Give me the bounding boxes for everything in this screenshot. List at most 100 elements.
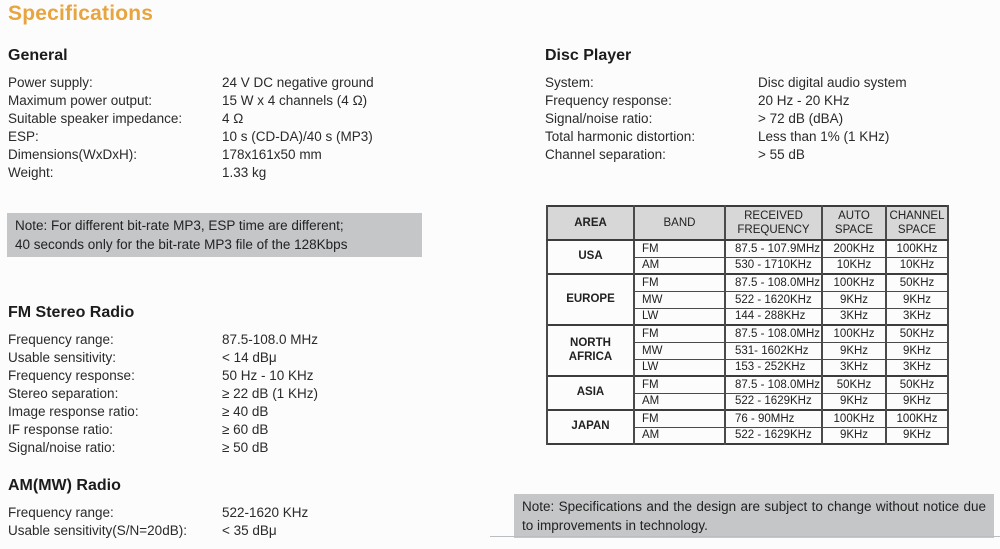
auto-space-cell: 10KHz — [821, 256, 887, 275]
spec-label: Usable sensitivity(S/N=20dB): — [8, 523, 187, 538]
spec-value: 24 V DC negative ground — [222, 75, 374, 90]
auto-space-cell: 9KHz — [821, 392, 887, 411]
auto-space-cell: 200KHz — [821, 239, 887, 258]
column-header-auto-space: AUTO SPACE — [821, 205, 887, 241]
area-cell: JAPAN — [546, 409, 635, 445]
spec-value: < 14 dBμ — [222, 350, 277, 365]
spec-label: Weight: — [8, 165, 54, 180]
spec-label: Image response ratio: — [8, 404, 139, 419]
section-disc-player: Disc Player System: Disc digital audio s… — [545, 46, 995, 164]
channel-space-cell: 50KHz — [885, 273, 949, 292]
section-heading-fm: FM Stereo Radio — [8, 304, 135, 321]
frequency-cell: 522 - 1620KHz — [724, 290, 823, 309]
spec-label: Signal/noise ratio: — [8, 440, 116, 455]
spec-row: Total harmonic distortion: Less than 1% … — [545, 128, 995, 146]
spec-label: Suitable speaker impedance: — [8, 111, 183, 126]
spec-label: Dimensions(WxDxH): — [8, 147, 138, 162]
spec-value: ≥ 22 dB (1 KHz) — [222, 386, 318, 401]
auto-space-cell: 9KHz — [821, 341, 887, 360]
spec-row: Frequency range: 522-1620 KHz — [8, 504, 478, 522]
frequency-cell: 530 - 1710KHz — [724, 256, 823, 275]
spec-value: 4 Ω — [222, 111, 244, 126]
channel-space-cell: 50KHz — [885, 375, 949, 394]
spec-row: Dimensions(WxDxH): 178x161x50 mm — [8, 146, 478, 164]
table-row: AM 530 - 1710KHz 10KHz 10KHz — [547, 256, 949, 275]
column-header-band: BAND — [633, 205, 726, 241]
spec-label: IF response ratio: — [8, 422, 114, 437]
spec-value: 50 Hz - 10 KHz — [222, 368, 314, 383]
note-line: Note: For different bit-rate MP3, ESP ti… — [15, 218, 344, 233]
table-row: AM 522 - 1629KHz 9KHz 9KHz — [547, 426, 949, 445]
area-cell: NORTH AFRICA — [546, 324, 635, 377]
spec-label: Channel separation: — [545, 147, 666, 162]
spec-label: Frequency range: — [8, 332, 114, 347]
table-row: EUROPE FM 87.5 - 108.0MHz 100KHz 50KHz — [546, 273, 949, 326]
table-row: ASIA FM 87.5 - 108.0MHz 50KHz 50KHz — [546, 375, 949, 411]
band-cell: MW — [633, 341, 726, 360]
table-row: AM 522 - 1629KHz 9KHz 9KHz — [547, 392, 949, 411]
spec-row: Signal/noise ratio: ≥ 50 dB — [8, 439, 478, 457]
channel-space-cell: 50KHz — [885, 324, 949, 343]
frequency-cell: 522 - 1629KHz — [724, 392, 823, 411]
frequency-cell: 531- 1602KHz — [724, 341, 823, 360]
spec-value: Less than 1% (1 KHz) — [758, 129, 890, 144]
spec-label: Total harmonic distortion: — [545, 129, 696, 144]
channel-space-cell: 3KHz — [885, 307, 949, 326]
area-cell: ASIA — [546, 375, 635, 411]
spec-label: Power supply: — [8, 75, 93, 90]
column-header-channel-space: CHANNEL SPACE — [885, 205, 949, 241]
band-cell: LW — [633, 307, 726, 326]
channel-space-cell: 100KHz — [885, 239, 949, 258]
channel-space-cell: 9KHz — [885, 426, 949, 445]
band-cell: FM — [633, 375, 726, 394]
frequency-cell: 153 - 252KHz — [724, 358, 823, 377]
section-heading-disc: Disc Player — [545, 47, 632, 64]
frequency-cell: 87.5 - 108.0MHz — [724, 273, 823, 292]
spec-row: Suitable speaker impedance: 4 Ω — [8, 110, 478, 128]
auto-space-cell: 9KHz — [821, 290, 887, 309]
spec-row: Frequency range: 87.5-108.0 MHz — [8, 331, 478, 349]
table-row: LW 153 - 252KHz 3KHz 3KHz — [547, 358, 949, 377]
spec-row: Usable sensitivity(S/N=20dB): < 35 dBμ — [8, 522, 478, 540]
page-edge-line — [490, 536, 1000, 537]
spec-row: Channel separation: > 55 dB — [545, 146, 995, 164]
spec-row: Usable sensitivity: < 14 dBμ — [8, 349, 478, 367]
channel-space-cell: 9KHz — [885, 392, 949, 411]
auto-space-cell: 3KHz — [821, 307, 887, 326]
spec-value: 20 Hz - 20 KHz — [758, 93, 850, 108]
spec-value: < 35 dBμ — [222, 523, 277, 538]
band-cell: LW — [633, 358, 726, 377]
spec-label: System: — [545, 75, 594, 90]
auto-space-cell: 9KHz — [821, 426, 887, 445]
channel-space-cell: 3KHz — [885, 358, 949, 377]
table-row: MW 531- 1602KHz 9KHz 9KHz — [547, 341, 949, 360]
spec-value: Disc digital audio system — [758, 75, 907, 90]
band-cell: FM — [633, 324, 726, 343]
spec-value: 10 s (CD-DA)/40 s (MP3) — [222, 129, 373, 144]
table-row: NORTH AFRICA FM 87.5 - 108.0MHz 100KHz 5… — [546, 324, 949, 377]
spec-row: Weight: 1.33 kg — [8, 164, 478, 182]
spec-row: IF response ratio: ≥ 60 dB — [8, 421, 478, 439]
spec-label: Signal/noise ratio: — [545, 111, 653, 126]
spec-row: Power supply: 24 V DC negative ground — [8, 74, 478, 92]
channel-space-cell: 9KHz — [885, 341, 949, 360]
spec-label: Frequency range: — [8, 505, 114, 520]
auto-space-cell: 100KHz — [821, 273, 887, 292]
channel-space-cell: 9KHz — [885, 290, 949, 309]
spec-value: 522-1620 KHz — [222, 505, 309, 520]
column-header-area: AREA — [546, 205, 635, 241]
spec-value: ≥ 60 dB — [222, 422, 269, 437]
area-cell: USA — [546, 239, 635, 275]
general-rows: Power supply: 24 V DC negative ground Ma… — [8, 74, 478, 182]
auto-space-cell: 100KHz — [821, 324, 887, 343]
spec-label: Frequency response: — [545, 93, 672, 108]
frequency-cell: 76 - 90MHz — [724, 409, 823, 428]
spec-value: 15 W x 4 channels (4 Ω) — [222, 93, 368, 108]
note-text: Note: Specifications and the design are … — [522, 499, 986, 533]
spec-value: 87.5-108.0 MHz — [222, 332, 319, 347]
table-row: JAPAN FM 76 - 90MHz 100KHz 100KHz — [546, 409, 949, 445]
spec-row: Frequency response: 50 Hz - 10 KHz — [8, 367, 478, 385]
section-fm-stereo-radio: FM Stereo Radio Frequency range: 87.5-10… — [8, 303, 478, 457]
spec-label: Maximum power output: — [8, 93, 153, 108]
